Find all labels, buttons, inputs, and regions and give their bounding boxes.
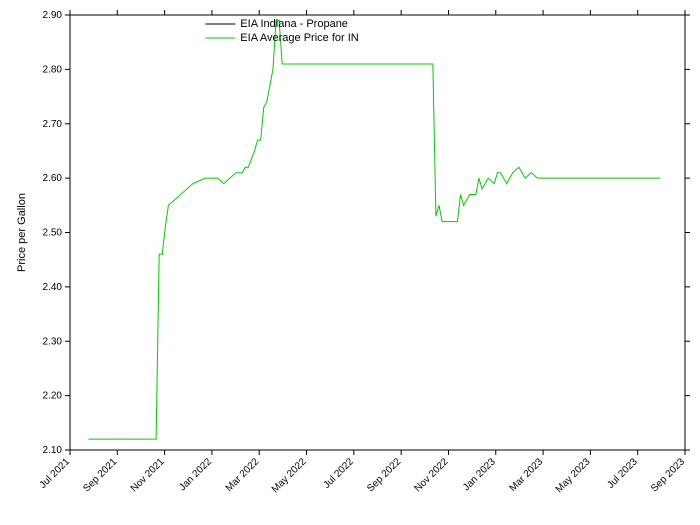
svg-text:Sep 2023: Sep 2023 <box>649 456 687 494</box>
svg-text:Jan 2022: Jan 2022 <box>177 456 214 493</box>
svg-text:Nov 2021: Nov 2021 <box>129 456 167 494</box>
svg-text:May 2022: May 2022 <box>270 456 309 495</box>
svg-text:Jan 2023: Jan 2023 <box>461 456 498 493</box>
svg-text:2.80: 2.80 <box>43 64 63 75</box>
svg-text:2.10: 2.10 <box>43 445 63 456</box>
svg-text:Nov 2022: Nov 2022 <box>413 456 451 494</box>
svg-text:Price per Gallon: Price per Gallon <box>16 193 28 272</box>
svg-text:2.90: 2.90 <box>43 10 63 21</box>
svg-text:2.40: 2.40 <box>43 282 63 293</box>
svg-text:2.70: 2.70 <box>43 119 63 130</box>
svg-text:Sep 2022: Sep 2022 <box>365 456 403 494</box>
svg-text:Jul 2022: Jul 2022 <box>321 456 356 491</box>
svg-text:EIA Indiana - Propane: EIA Indiana - Propane <box>240 18 348 30</box>
svg-text:EIA Average Price for IN: EIA Average Price for IN <box>240 32 358 44</box>
svg-text:Jul 2023: Jul 2023 <box>605 456 640 491</box>
svg-text:2.50: 2.50 <box>43 228 63 239</box>
svg-text:2.20: 2.20 <box>43 391 63 402</box>
propane-price-chart: 2.10 2.20 2.30 2.40 2.50 2.60 2.70 2.80 2.90 Pric… <box>0 0 700 525</box>
svg-text:Mar 2023: Mar 2023 <box>508 456 546 494</box>
svg-text:2.30: 2.30 <box>43 336 63 347</box>
svg-text:Mar 2022: Mar 2022 <box>224 456 262 494</box>
svg-text:May 2023: May 2023 <box>554 456 593 495</box>
svg-text:Jul 2021: Jul 2021 <box>38 456 73 491</box>
svg-text:2.60: 2.60 <box>43 173 63 184</box>
chart-container: 2.10 2.20 2.30 2.40 2.50 2.60 2.70 2.80 2.90 Pric… <box>0 0 700 525</box>
svg-text:Sep 2021: Sep 2021 <box>81 456 119 494</box>
